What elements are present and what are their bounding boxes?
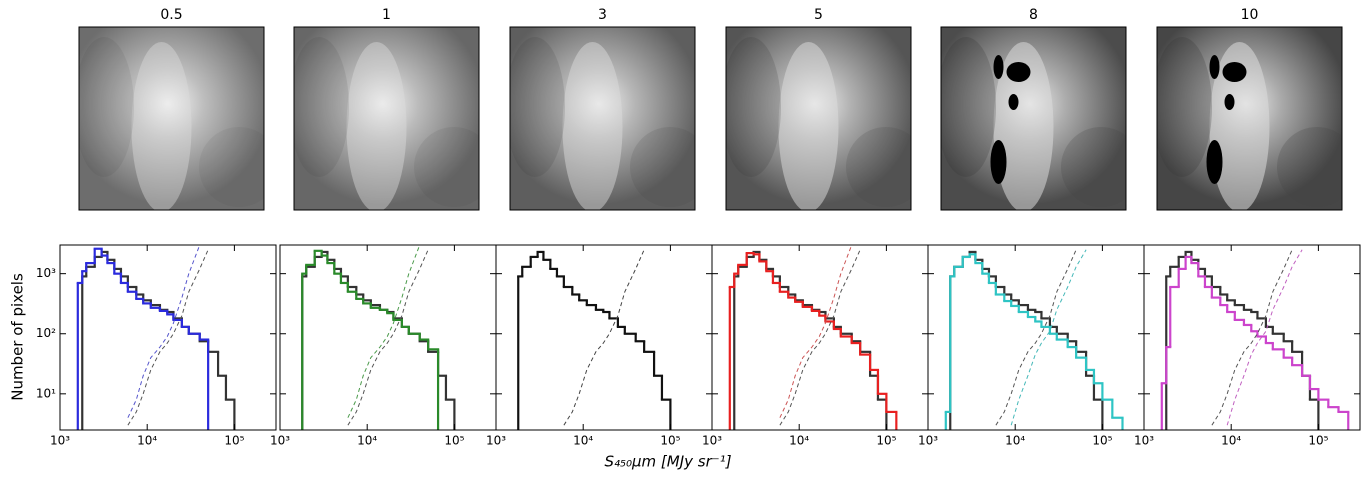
map-dark-region: [79, 37, 134, 177]
map-dark-region: [941, 37, 996, 177]
map-frame: [293, 26, 480, 211]
cumulative-line: [347, 245, 421, 418]
cumulative-line: [1211, 249, 1293, 426]
y-tick-label: 10¹: [36, 386, 56, 400]
map-image: [1157, 27, 1342, 210]
x-tick-label: 10³: [486, 434, 506, 448]
cumulative-line: [127, 249, 209, 426]
x-tick-label: 10³: [1134, 434, 1154, 448]
map-image: [79, 27, 264, 210]
y-tick-label: 10³: [36, 266, 56, 280]
y-axis-label: Number of pixels: [9, 273, 27, 401]
map-dark-region: [630, 127, 695, 207]
plot-area: [517, 249, 672, 430]
map-dark-region: [726, 37, 781, 177]
map-background: [79, 27, 264, 210]
map-dark-region: [1157, 37, 1212, 177]
map-saturated-spot: [1008, 94, 1019, 110]
plot-frame: [495, 244, 713, 431]
x-tick-label: 10⁴: [1221, 434, 1241, 448]
map-image: [510, 27, 695, 210]
x-tick-label: 10⁴: [137, 434, 157, 448]
plot-frame: [1143, 244, 1361, 431]
map-ridge: [1209, 42, 1270, 210]
plot-area: [301, 245, 456, 430]
map-saturated-spot: [1206, 140, 1223, 184]
plot-area: [76, 245, 236, 430]
x-tick-label: 10⁴: [573, 434, 593, 448]
panel-title: 10: [1241, 7, 1259, 23]
x-tick-label: 10⁴: [357, 434, 377, 448]
cumulative-line: [1226, 249, 1303, 426]
map-saturated-spot: [993, 55, 1004, 79]
map-ridge: [562, 42, 623, 210]
cumulative-line: [127, 245, 201, 418]
map-background: [294, 27, 479, 210]
x-tick-label: 10³: [918, 434, 938, 448]
map-ridge: [778, 42, 839, 210]
panel-title: 3: [598, 7, 607, 23]
x-tick-label: 10⁵: [876, 434, 896, 448]
panel-title: 8: [1029, 7, 1038, 23]
x-tick-label: 10³: [270, 434, 290, 448]
x-axis-label: S₄₅₀μm [MJy sr⁻¹]: [604, 453, 731, 471]
map-image: [941, 27, 1126, 210]
x-tick-label: 10⁴: [1005, 434, 1025, 448]
plot-frame: [279, 244, 497, 431]
map-frame: [725, 26, 912, 211]
cumulative-line: [995, 249, 1077, 426]
x-tick-label: 10⁵: [1092, 434, 1112, 448]
panel-title: 1: [382, 7, 391, 23]
plot-frame: [59, 244, 277, 431]
map-image: [726, 27, 911, 210]
map-dark-region: [199, 127, 264, 207]
map-ridge: [993, 42, 1054, 210]
cumulative-line: [563, 249, 645, 426]
map-dark-region: [846, 127, 911, 207]
plot-area: [944, 249, 1124, 430]
map-saturated-spot: [1209, 55, 1220, 79]
x-tick-label: 10⁵: [444, 434, 464, 448]
map-dark-region: [1061, 127, 1126, 207]
x-tick-label: 10⁵: [1308, 434, 1328, 448]
plot-area: [1160, 249, 1350, 430]
map-saturated-spot: [1222, 62, 1247, 82]
map-saturated-spot: [990, 140, 1007, 184]
x-tick-label: 10³: [702, 434, 722, 448]
x-tick-label: 10⁵: [224, 434, 244, 448]
cumulative-line: [779, 249, 861, 426]
map-ridge: [346, 42, 407, 210]
map-frame: [509, 26, 696, 211]
map-saturated-spot: [1224, 94, 1235, 110]
map-image: [294, 27, 479, 210]
map-saturated-spot: [1006, 62, 1031, 82]
map-background: [510, 27, 695, 210]
panel-title: 0.5: [160, 7, 182, 23]
map-ridge: [131, 42, 192, 210]
cumulative-line: [779, 245, 853, 418]
map-dark-region: [1277, 127, 1342, 207]
panel-title: 5: [814, 7, 823, 23]
x-tick-label: 10³: [50, 434, 70, 448]
plot-frame: [711, 244, 929, 431]
map-frame: [78, 26, 265, 211]
plot-area: [728, 245, 898, 430]
map-dark-region: [510, 37, 565, 177]
cumulative-line: [1010, 249, 1087, 426]
x-tick-label: 10⁵: [660, 434, 680, 448]
x-tick-label: 10⁴: [789, 434, 809, 448]
map-frame: [940, 26, 1127, 211]
cumulative-line: [347, 249, 429, 426]
map-dark-region: [414, 127, 479, 207]
y-tick-label: 10²: [36, 326, 56, 340]
map-frame: [1156, 26, 1343, 211]
map-dark-region: [294, 37, 349, 177]
